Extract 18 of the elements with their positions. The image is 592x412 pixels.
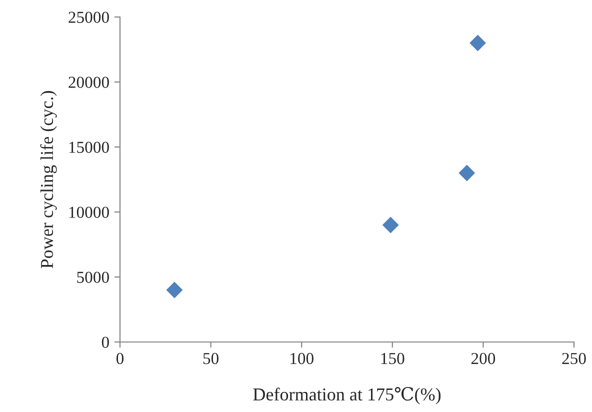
x-tick-label: 150 [381,352,404,364]
y-axis-title: Power cycling life (cyc.) [40,91,57,268]
point [166,282,183,298]
point [470,34,486,52]
y-tick-label: 0 [102,336,109,348]
x-axis-title: Deformation at 175℃(%) [253,386,441,404]
y-tick-label: 25000 [68,12,109,23]
x-tick-label: 50 [203,352,218,364]
y-tick-label: 15000 [69,142,109,153]
x-tick-label: 100 [290,352,314,364]
x-tick-label: 200 [471,352,496,364]
y-tick-label: 10000 [69,206,109,218]
y-tick-label: 5000 [77,272,109,283]
x-tick-label: 250 [562,352,586,364]
x-tick-label: 0 [116,352,124,364]
y-tick-label: 20000 [68,76,109,88]
point [382,216,399,234]
point [458,164,476,182]
